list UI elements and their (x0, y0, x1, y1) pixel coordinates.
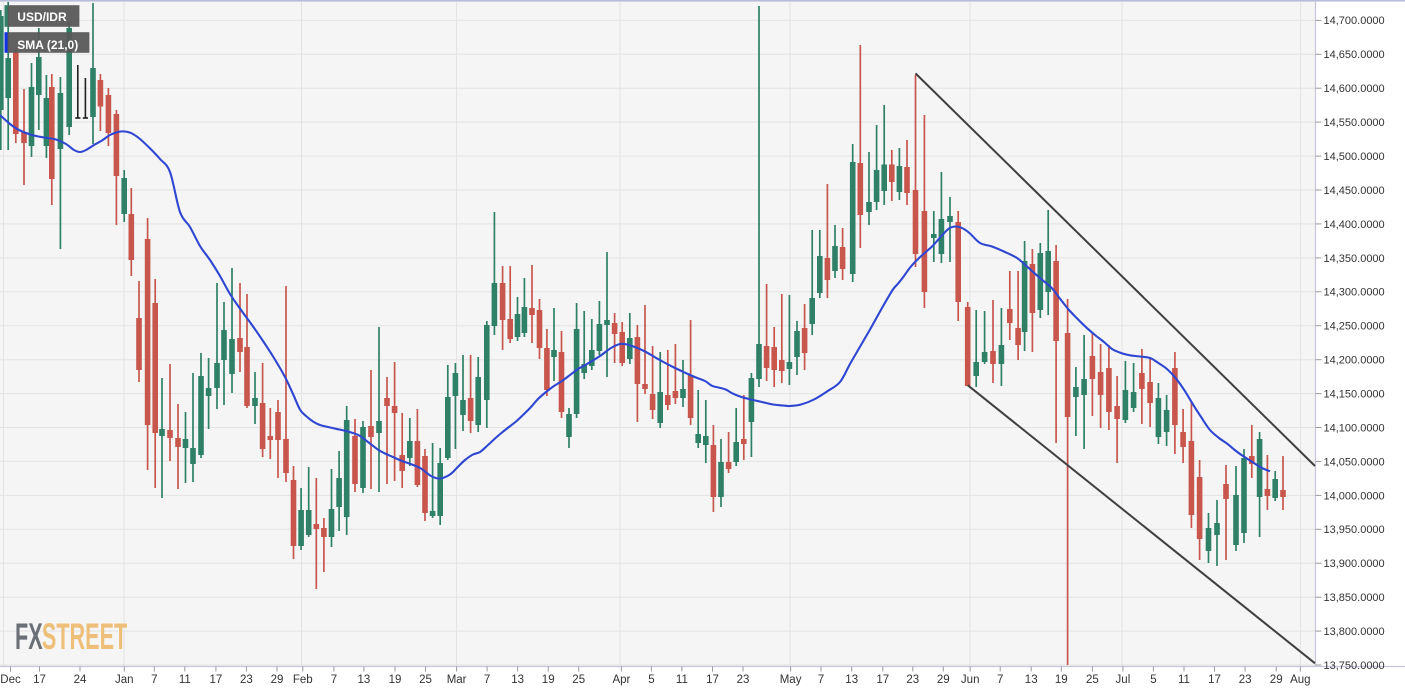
svg-text:Apr: Apr (612, 674, 630, 686)
svg-text:7: 7 (151, 674, 157, 686)
svg-text:Mar: Mar (447, 674, 467, 686)
svg-text:7: 7 (331, 674, 337, 686)
svg-text:STREET: STREET (42, 617, 128, 657)
svg-text:17: 17 (33, 674, 46, 686)
svg-text:14,350.0000: 14,350.0000 (1324, 253, 1385, 265)
svg-text:Jan: Jan (115, 674, 134, 686)
svg-text:23: 23 (240, 674, 253, 686)
svg-text:14,450.0000: 14,450.0000 (1324, 185, 1385, 197)
svg-text:11: 11 (1178, 674, 1190, 686)
svg-text:13: 13 (358, 674, 371, 686)
svg-text:14,500.0000: 14,500.0000 (1324, 151, 1385, 163)
svg-text:FX: FX (15, 617, 43, 657)
svg-text:23: 23 (1239, 674, 1252, 686)
svg-text:19: 19 (1055, 674, 1068, 686)
svg-text:13,900.0000: 13,900.0000 (1324, 558, 1385, 570)
svg-text:Dec: Dec (0, 674, 21, 686)
svg-text:13: 13 (511, 674, 524, 686)
svg-text:25: 25 (419, 674, 432, 686)
svg-text:USD/IDR: USD/IDR (17, 10, 67, 24)
svg-text:14,050.0000: 14,050.0000 (1324, 456, 1385, 468)
svg-text:13,850.0000: 13,850.0000 (1324, 592, 1385, 604)
svg-text:23: 23 (906, 674, 919, 686)
svg-text:13,800.0000: 13,800.0000 (1324, 626, 1385, 638)
svg-text:14,000.0000: 14,000.0000 (1324, 490, 1385, 502)
svg-text:14,400.0000: 14,400.0000 (1324, 219, 1385, 231)
svg-text:7: 7 (818, 674, 824, 686)
svg-text:19: 19 (542, 674, 555, 686)
svg-text:19: 19 (389, 674, 402, 686)
svg-text:17: 17 (706, 674, 719, 686)
svg-text:25: 25 (572, 674, 585, 686)
svg-text:24: 24 (74, 674, 87, 686)
svg-text:13: 13 (845, 674, 858, 686)
svg-text:14,150.0000: 14,150.0000 (1324, 389, 1385, 401)
svg-text:11: 11 (179, 674, 191, 686)
svg-text:13: 13 (1025, 674, 1038, 686)
svg-text:Jul: Jul (1116, 674, 1131, 686)
svg-text:14,300.0000: 14,300.0000 (1324, 287, 1385, 299)
svg-text:13,750.0000: 13,750.0000 (1324, 660, 1385, 672)
svg-text:May: May (780, 674, 802, 686)
svg-text:14,600.0000: 14,600.0000 (1324, 83, 1385, 95)
svg-text:14,250.0000: 14,250.0000 (1324, 321, 1385, 333)
svg-text:29: 29 (271, 674, 284, 686)
svg-text:14,700.0000: 14,700.0000 (1324, 15, 1385, 27)
svg-text:17: 17 (876, 674, 889, 686)
svg-text:Jun: Jun (961, 674, 980, 686)
svg-text:17: 17 (210, 674, 223, 686)
svg-text:7: 7 (484, 674, 490, 686)
svg-text:23: 23 (737, 674, 750, 686)
svg-text:14,550.0000: 14,550.0000 (1324, 117, 1385, 129)
svg-text:5: 5 (1150, 674, 1156, 686)
svg-text:Aug: Aug (1290, 674, 1310, 686)
svg-text:5: 5 (648, 674, 654, 686)
svg-text:17: 17 (1208, 674, 1221, 686)
svg-text:14,650.0000: 14,650.0000 (1324, 49, 1385, 61)
svg-text:13,950.0000: 13,950.0000 (1324, 524, 1385, 536)
svg-text:29: 29 (1270, 674, 1283, 686)
svg-text:SMA (21,0): SMA (21,0) (17, 38, 78, 52)
svg-text:7: 7 (997, 674, 1003, 686)
svg-text:29: 29 (937, 674, 950, 686)
svg-text:25: 25 (1086, 674, 1099, 686)
svg-text:14,100.0000: 14,100.0000 (1324, 422, 1385, 434)
svg-text:14,200.0000: 14,200.0000 (1324, 355, 1385, 367)
svg-text:11: 11 (676, 674, 688, 686)
svg-text:Feb: Feb (293, 674, 313, 686)
